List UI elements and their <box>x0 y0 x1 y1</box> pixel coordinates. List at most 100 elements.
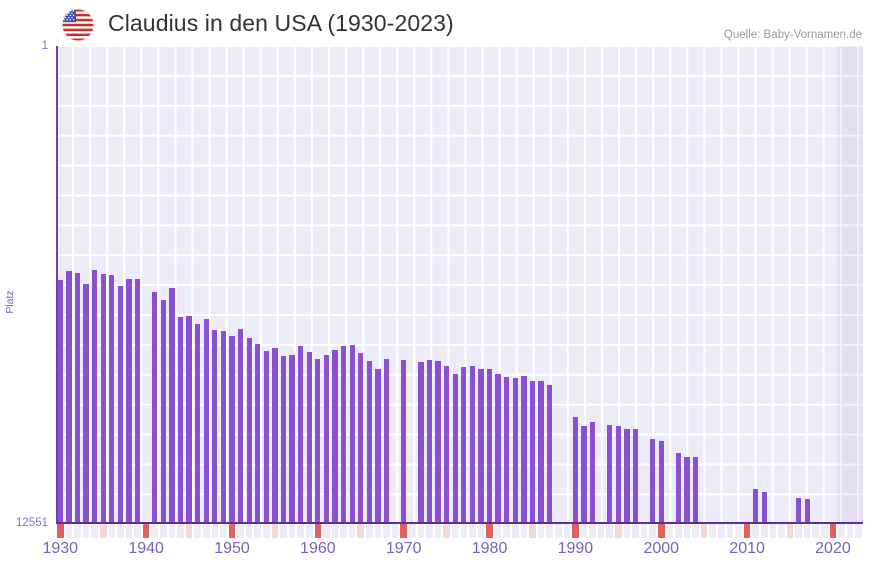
x-tick-cell <box>391 524 399 538</box>
bar[interactable] <box>650 439 656 524</box>
bar[interactable] <box>538 381 544 524</box>
bar[interactable] <box>298 346 304 524</box>
bar[interactable] <box>117 285 124 524</box>
x-tick-cell <box>803 524 811 538</box>
x-tick-label: 1930 <box>42 540 79 557</box>
bar[interactable] <box>100 274 106 524</box>
bar[interactable] <box>177 316 184 524</box>
plot-area <box>56 46 863 524</box>
bar[interactable] <box>632 429 639 524</box>
bar[interactable] <box>383 359 390 524</box>
bar[interactable] <box>426 359 433 524</box>
x-tick-cell <box>726 524 734 538</box>
bar[interactable] <box>692 456 699 524</box>
bar[interactable] <box>658 440 664 524</box>
bar[interactable] <box>237 329 244 524</box>
x-tick-cell <box>683 524 691 538</box>
bar[interactable] <box>229 335 235 524</box>
x-tick-cell <box>142 524 150 538</box>
bar[interactable] <box>804 499 810 524</box>
bar[interactable] <box>126 279 132 524</box>
bar[interactable] <box>83 284 89 524</box>
bar[interactable] <box>280 356 287 524</box>
bar[interactable] <box>272 348 278 524</box>
bar[interactable] <box>753 489 759 524</box>
bar[interactable] <box>675 452 682 524</box>
x-tick-label: 1980 <box>471 540 508 557</box>
x-tick-cell <box>305 524 313 538</box>
bar[interactable] <box>246 338 252 524</box>
bar[interactable] <box>340 345 347 524</box>
bar[interactable] <box>91 270 98 524</box>
bar[interactable] <box>375 368 381 524</box>
x-tick-cell <box>743 524 751 538</box>
x-tick-cell <box>846 524 854 538</box>
x-axis-tick-strip <box>56 524 863 538</box>
bar[interactable] <box>160 300 166 524</box>
x-tick-cell <box>572 524 579 538</box>
bar[interactable] <box>212 330 218 524</box>
bar[interactable] <box>486 368 493 524</box>
y-axis-title: Platz <box>4 290 16 314</box>
bar[interactable] <box>572 416 579 524</box>
bar[interactable] <box>684 457 690 524</box>
bar[interactable] <box>323 354 330 524</box>
bar[interactable] <box>186 315 192 524</box>
bar[interactable] <box>401 359 407 524</box>
x-tick-cell <box>74 524 81 538</box>
x-tick-cell <box>228 524 236 538</box>
bar[interactable] <box>289 355 295 524</box>
bar[interactable] <box>66 270 72 524</box>
x-tick-cell <box>795 524 802 538</box>
x-tick-cell <box>512 524 519 538</box>
bar[interactable] <box>220 331 227 524</box>
bar[interactable] <box>461 366 467 524</box>
bar[interactable] <box>546 384 553 524</box>
bar[interactable] <box>366 360 372 524</box>
x-tick-cell <box>503 524 510 538</box>
bar[interactable] <box>358 353 364 524</box>
bar[interactable] <box>615 425 621 524</box>
bar[interactable] <box>443 365 450 524</box>
bar[interactable] <box>203 319 209 524</box>
bar[interactable] <box>169 287 175 524</box>
bar[interactable] <box>504 376 510 524</box>
x-tick-cell <box>357 524 365 538</box>
bar[interactable] <box>74 273 81 524</box>
x-tick-cell <box>649 524 656 538</box>
x-tick-cell <box>520 524 528 538</box>
x-tick-cell <box>211 524 219 538</box>
bar[interactable] <box>469 365 476 524</box>
bar[interactable] <box>478 368 484 524</box>
bar[interactable] <box>761 491 767 524</box>
bar[interactable] <box>57 279 63 524</box>
bar[interactable] <box>624 428 630 524</box>
bar[interactable] <box>521 376 527 524</box>
bar[interactable] <box>495 374 501 524</box>
bar[interactable] <box>306 352 312 524</box>
bar[interactable] <box>255 343 261 524</box>
forecast-shaded-region <box>837 46 863 524</box>
bar[interactable] <box>607 425 613 524</box>
bar[interactable] <box>512 378 518 524</box>
x-tick-cell <box>194 524 201 538</box>
bar[interactable] <box>194 323 201 524</box>
bar[interactable] <box>529 380 536 524</box>
bar[interactable] <box>581 426 587 524</box>
x-tick-cell <box>374 524 382 538</box>
bar[interactable] <box>263 351 269 524</box>
chart-header: Claudius in den USA (1930-2023) Quelle: … <box>0 0 873 46</box>
bar[interactable] <box>315 358 321 524</box>
x-tick-cell <box>778 524 785 538</box>
bar[interactable] <box>332 349 338 524</box>
bar[interactable] <box>109 275 115 524</box>
bar[interactable] <box>152 291 158 524</box>
bar[interactable] <box>452 373 458 524</box>
x-tick-cell <box>692 524 699 538</box>
bar[interactable] <box>418 361 424 524</box>
bar[interactable] <box>589 422 596 524</box>
bar[interactable] <box>134 278 141 524</box>
bar[interactable] <box>349 344 355 524</box>
bar[interactable] <box>435 360 441 524</box>
bar[interactable] <box>795 497 802 524</box>
